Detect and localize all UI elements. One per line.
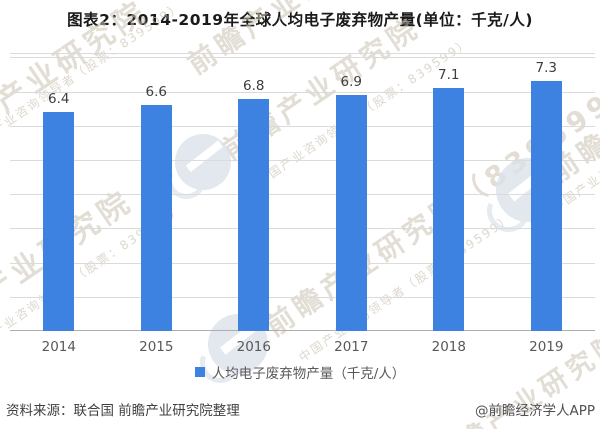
x-tick-2014: 2014 [41,339,76,355]
plot-area: 6.4 2014 6.6 2015 6.8 2016 6.9 2017 7.1 2018 7.3 20… [10,53,595,355]
x-axis-line [10,330,595,331]
watermark-logo-icon [175,134,231,190]
credit-note: @前瞻经济学人APP [474,403,595,419]
legend: 人均电子废弃物产量（千克/人） [0,364,600,382]
gridline [10,57,595,59]
chart-title: 图表2：2014-2019年全球人均电子废弃物产量(单位：千克/人) [67,11,533,29]
value-label-2014: 6.4 [48,91,70,108]
gridline [10,228,595,230]
value-label-2015: 6.6 [145,84,168,101]
legend-swatch-icon [194,367,205,377]
value-label-2017: 6.9 [340,74,363,91]
bar-2014 [43,112,75,331]
x-tick-2015: 2015 [139,339,174,355]
x-tick-2016: 2016 [236,339,271,355]
x-tick-2018: 2018 [431,339,466,355]
bar-2017 [335,95,367,331]
legend-label: 人均电子废弃物产量（千克/人） [211,366,406,382]
value-label-2016: 6.8 [243,77,265,94]
bar-2018 [433,88,465,331]
gridline [10,194,595,196]
gridline [10,125,595,127]
bar-2019 [530,81,562,331]
x-tick-2019: 2019 [529,339,564,355]
gridline [10,262,595,264]
plot-top-border [10,53,595,54]
gridline [10,296,595,298]
source-note: 资料来源：联合国 前瞻产业研究院整理 [6,403,240,419]
bar-2016 [238,98,270,331]
bar-2015 [140,105,172,331]
gridline [10,91,595,93]
x-tick-2017: 2017 [334,339,369,355]
footer: 资料来源：联合国 前瞻产业研究院整理 @前瞻经济学人APP [0,399,600,419]
value-label-2019: 7.3 [535,60,558,77]
gridline [10,160,595,161]
value-label-2018: 7.1 [438,67,460,84]
